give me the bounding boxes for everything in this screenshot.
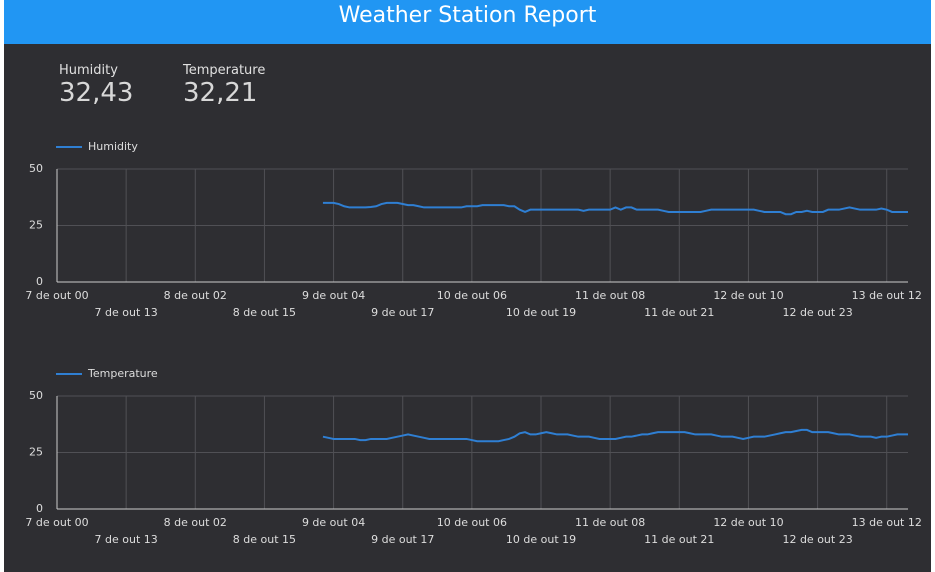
data-line (322, 428, 908, 443)
x-tick-label: 10 de out 06 (437, 289, 507, 302)
x-tick-label: 10 de out 06 (437, 516, 507, 529)
x-tick-label: 11 de out 08 (575, 516, 645, 529)
x-tick-label: 8 de out 15 (233, 306, 296, 319)
header: Weather Station Report (4, 0, 931, 44)
legend-label: Humidity (88, 140, 138, 153)
scorecard-label: Humidity (59, 63, 118, 78)
x-tick-label: 13 de out 12 (852, 289, 922, 302)
legend-label: Temperature (87, 367, 158, 380)
scorecard-label: Temperature (183, 63, 266, 78)
x-tick-label: 12 de out 10 (713, 516, 783, 529)
x-tick-label: 12 de out 10 (713, 289, 783, 302)
x-tick-label: 11 de out 21 (644, 306, 714, 319)
y-tick-label: 50 (29, 162, 43, 175)
y-tick-label: 25 (29, 219, 43, 232)
y-tick-label: 50 (29, 389, 43, 402)
data-line (322, 201, 908, 216)
scorecard-value: 32,43 (59, 78, 134, 108)
x-tick-label: 9 de out 17 (371, 306, 434, 319)
x-tick-label: 7 de out 13 (95, 533, 158, 546)
x-tick-label: 11 de out 08 (575, 289, 645, 302)
x-tick-label: 12 de out 23 (782, 533, 852, 546)
x-tick-label: 8 de out 02 (164, 516, 227, 529)
x-tick-label: 10 de out 19 (506, 306, 576, 319)
scorecard-value: 32,21 (183, 78, 258, 108)
y-tick-label: 0 (36, 502, 43, 515)
scorecard: Humidity 32,43 (59, 63, 133, 108)
x-tick-label: 7 de out 13 (95, 306, 158, 319)
x-tick-label: 13 de out 12 (852, 516, 922, 529)
x-tick-label: 11 de out 21 (644, 533, 714, 546)
x-tick-label: 9 de out 04 (302, 516, 365, 529)
y-tick-label: 25 (29, 446, 43, 459)
y-tick-label: 0 (36, 275, 43, 288)
x-tick-label: 9 de out 17 (371, 533, 434, 546)
x-tick-label: 9 de out 04 (302, 289, 365, 302)
x-tick-label: 8 de out 02 (164, 289, 227, 302)
x-tick-label: 7 de out 00 (25, 289, 88, 302)
dashboard: Weather Station Report Humidity 32,43 Te… (4, 0, 931, 572)
x-tick-label: 7 de out 00 (25, 516, 88, 529)
x-tick-label: 8 de out 15 (233, 533, 296, 546)
x-tick-label: 10 de out 19 (506, 533, 576, 546)
x-tick-label: 12 de out 23 (782, 306, 852, 319)
scorecard: Temperature 32,21 (183, 63, 265, 108)
